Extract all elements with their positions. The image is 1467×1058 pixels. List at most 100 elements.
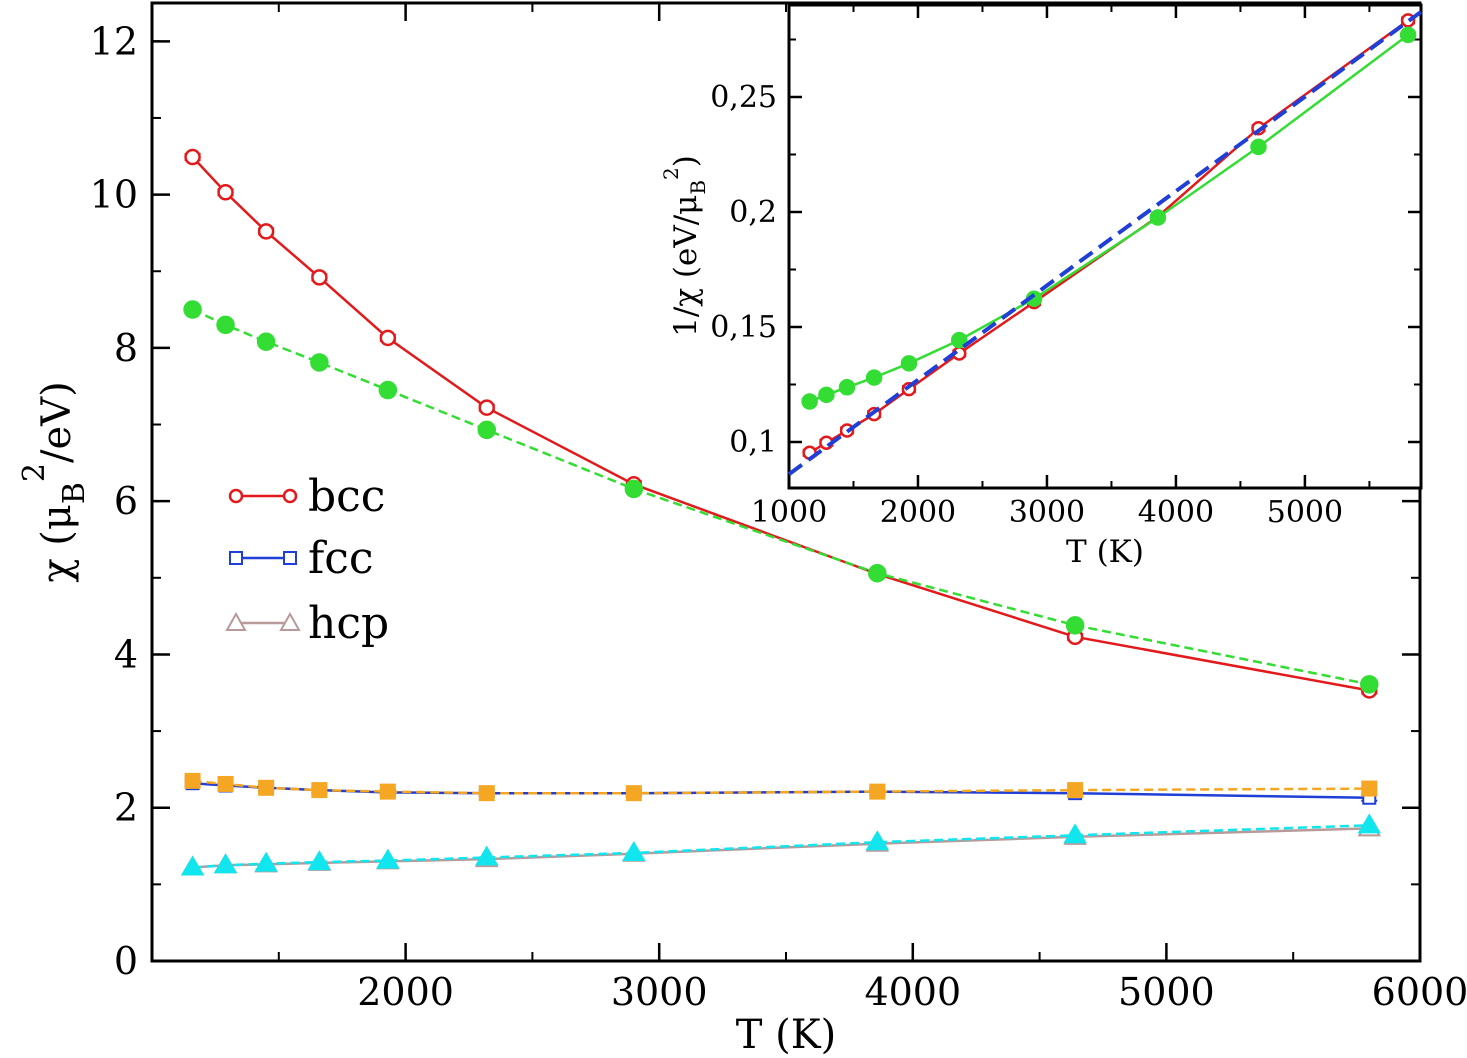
- inset-point-bcc-paramagnetic: [865, 369, 883, 386]
- main-series-fcc-paramagnetic: [184, 772, 1378, 802]
- main-point-fcc-paramagnetic: [258, 779, 275, 796]
- main-point-bcc: [478, 399, 496, 416]
- main-y-tick-label: 0: [114, 939, 138, 983]
- main-point-hcp-paramagnetic: [475, 845, 499, 866]
- inset-series-group: [787, 10, 1423, 476]
- inset-point-bcc-paramagnetic: [900, 355, 918, 372]
- inset-background: [789, 5, 1421, 488]
- main-point-bcc-paramagnetic: [477, 420, 497, 440]
- main-point-fcc-paramagnetic: [217, 775, 234, 792]
- main-y-axis-title-sub: B: [57, 482, 92, 504]
- inset-x-tick-label: 4000: [1138, 495, 1214, 530]
- main-point-bcc-paramagnetic: [183, 300, 202, 319]
- main-point-hcp-paramagnetic: [1357, 813, 1382, 834]
- main-series-group: [180, 148, 1382, 876]
- main-point-hcp-paramagnetic: [865, 830, 890, 851]
- main-point-bcc-paramagnetic: [216, 315, 235, 335]
- inset-y-tick-label: 0,1: [729, 425, 777, 460]
- inset-x-tick-label: 1000: [751, 495, 827, 530]
- inset-series-line-bcc: [808, 19, 1409, 454]
- legend-marker-hcp: [225, 611, 247, 631]
- legend-entry-bcc: bcc: [228, 471, 385, 522]
- inset-y-axis-title-pre: 1/χ (eV/μ: [668, 195, 704, 337]
- inset-point-bcc-paramagnetic: [1149, 209, 1167, 226]
- main-point-fcc-paramagnetic: [311, 782, 328, 799]
- inset-y-axis-title-sup: 2: [659, 167, 683, 180]
- inset-x-tick-label: 5000: [1267, 495, 1343, 530]
- main-point-hcp-paramagnetic: [213, 853, 238, 874]
- legend-marker-bcc: [228, 488, 244, 504]
- main-point-bcc-paramagnetic: [868, 563, 887, 583]
- legend-label-bcc: bcc: [308, 471, 385, 522]
- inset-point-bcc-paramagnetic: [818, 386, 835, 404]
- inset-point-bcc-paramagnetic: [1399, 26, 1417, 44]
- main-x-tick-label: 6000: [1372, 970, 1467, 1014]
- inset-x-tick-label: 3000: [1009, 495, 1085, 530]
- main-point-bcc: [217, 184, 234, 201]
- inset-series-curie-weiss-fit: [787, 10, 1423, 476]
- inset-y-tick-label: 0,25: [710, 80, 777, 115]
- main-point-fcc-paramagnetic: [869, 783, 886, 800]
- main-point-fcc-paramagnetic: [184, 772, 201, 789]
- main-point-fcc-paramagnetic: [625, 785, 642, 802]
- main-y-tick-label: 8: [114, 326, 138, 370]
- main-x-tick-label: 2000: [357, 970, 454, 1014]
- main-series-bcc-paramagnetic: [183, 300, 1379, 694]
- main-point-bcc: [184, 148, 201, 166]
- inset-series-line-curie-weiss-fit: [787, 10, 1423, 476]
- main-point-hcp-paramagnetic: [376, 848, 400, 869]
- legend-marker-fcc: [229, 551, 243, 565]
- main-point-hcp-paramagnetic: [254, 851, 278, 872]
- inset-y-tick-label: 0,2: [729, 195, 777, 230]
- inset-y-tick-label: 0,15: [710, 310, 777, 345]
- main-point-bcc: [311, 269, 328, 286]
- main-point-hcp-paramagnetic: [1063, 823, 1087, 844]
- inset-series-bcc-paramagnetic: [801, 26, 1417, 410]
- main-x-axis-title: T (K): [736, 1012, 837, 1058]
- main-point-bcc: [257, 223, 275, 240]
- main-point-fcc-paramagnetic: [1067, 782, 1084, 799]
- main-point-bcc-paramagnetic: [310, 353, 329, 372]
- main-x-tick-label: 3000: [611, 970, 708, 1014]
- legend-marker-bcc: [282, 488, 298, 504]
- inset-point-bcc-paramagnetic: [838, 379, 856, 396]
- main-y-tick-label: 12: [90, 19, 138, 63]
- main-series-line-bcc-paramagnetic: [192, 308, 1370, 686]
- main-y-tick-label: 6: [114, 479, 138, 523]
- main-series-line-hcp-paramagnetic: [192, 824, 1370, 869]
- main-point-bcc-paramagnetic: [1065, 616, 1085, 635]
- main-y-tick-label: 10: [90, 173, 138, 217]
- main-y-axis-title-sup: 2: [17, 463, 52, 482]
- main-y-tick-label: 2: [114, 786, 138, 830]
- main-x-tick-label: 5000: [1118, 970, 1215, 1014]
- main-point-bcc: [379, 329, 397, 347]
- main-series-hcp-paramagnetic: [180, 813, 1382, 876]
- main-y-tick-label: 4: [114, 632, 138, 676]
- legend-entry-hcp: hcp: [225, 598, 389, 649]
- legend-marker-hcp: [279, 611, 301, 631]
- legend-label-hcp: hcp: [308, 598, 389, 649]
- legend-label-fcc: fcc: [308, 533, 374, 584]
- inset-point-bcc-paramagnetic: [801, 393, 818, 410]
- main-point-bcc-paramagnetic: [256, 332, 276, 351]
- inset-y-axis-title-sub: B: [686, 180, 710, 195]
- inset-y-axis-ticks: 0,1 0,15 0,2 0,25: [710, 38, 1421, 460]
- main-series-line-fcc-paramagnetic: [192, 779, 1370, 795]
- main-point-hcp-paramagnetic: [307, 850, 332, 871]
- main-y-axis-title-post: /eV): [34, 381, 80, 463]
- main-plot: 2000 3000 4000 5000 6000 0 2 4 6 8 10 12 T (K) χ (…: [17, 1, 1467, 1058]
- main-point-bcc-paramagnetic: [378, 380, 398, 400]
- inset-plot: 1000 2000 3000 4000 5000 0,1 0,15 0,2 0,25 T (K…: [659, 3, 1423, 570]
- main-point-bcc-paramagnetic: [1360, 675, 1379, 694]
- main-point-fcc-paramagnetic: [1361, 780, 1378, 797]
- main-y-axis-ticks: 0 2 4 6 8 10 12: [90, 19, 1420, 983]
- main-point-hcp-paramagnetic: [622, 840, 646, 861]
- main-point-fcc-paramagnetic: [379, 783, 396, 800]
- main-point-bcc-paramagnetic: [624, 479, 644, 499]
- legend: bcc fcc hcp: [225, 471, 389, 649]
- main-y-axis-title: χ (μB2/eV): [17, 381, 92, 582]
- main-x-tick-label: 4000: [864, 970, 961, 1014]
- main-y-axis-title-pre: χ (μ: [34, 504, 80, 583]
- main-point-hcp-paramagnetic: [180, 855, 205, 876]
